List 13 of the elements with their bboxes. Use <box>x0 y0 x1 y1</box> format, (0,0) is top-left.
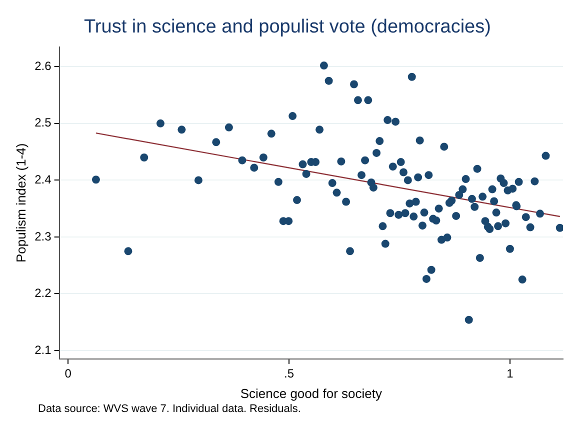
y-tick-label: 2.6 <box>34 58 52 73</box>
x-tick-label: 0 <box>64 366 72 381</box>
x-tick-label: .5 <box>284 366 294 381</box>
y-tick-label: 2.1 <box>34 342 52 357</box>
y-tick-label: 2.5 <box>34 116 52 130</box>
x-axis-title: Science good for society <box>240 386 382 401</box>
x-tick-label: 1 <box>506 366 514 381</box>
source-note: Data source: WVS wave 7. Individual data. Residuals. <box>38 403 301 415</box>
chart-title: Trust in science and populist vote (democracies) <box>84 16 491 38</box>
y-axis-title: Populism index (1-4) <box>13 143 28 263</box>
y-tick-label: 2.3 <box>34 229 52 244</box>
y-tick-label: 2.2 <box>34 286 52 300</box>
y-tick-label: 2.4 <box>34 172 52 187</box>
